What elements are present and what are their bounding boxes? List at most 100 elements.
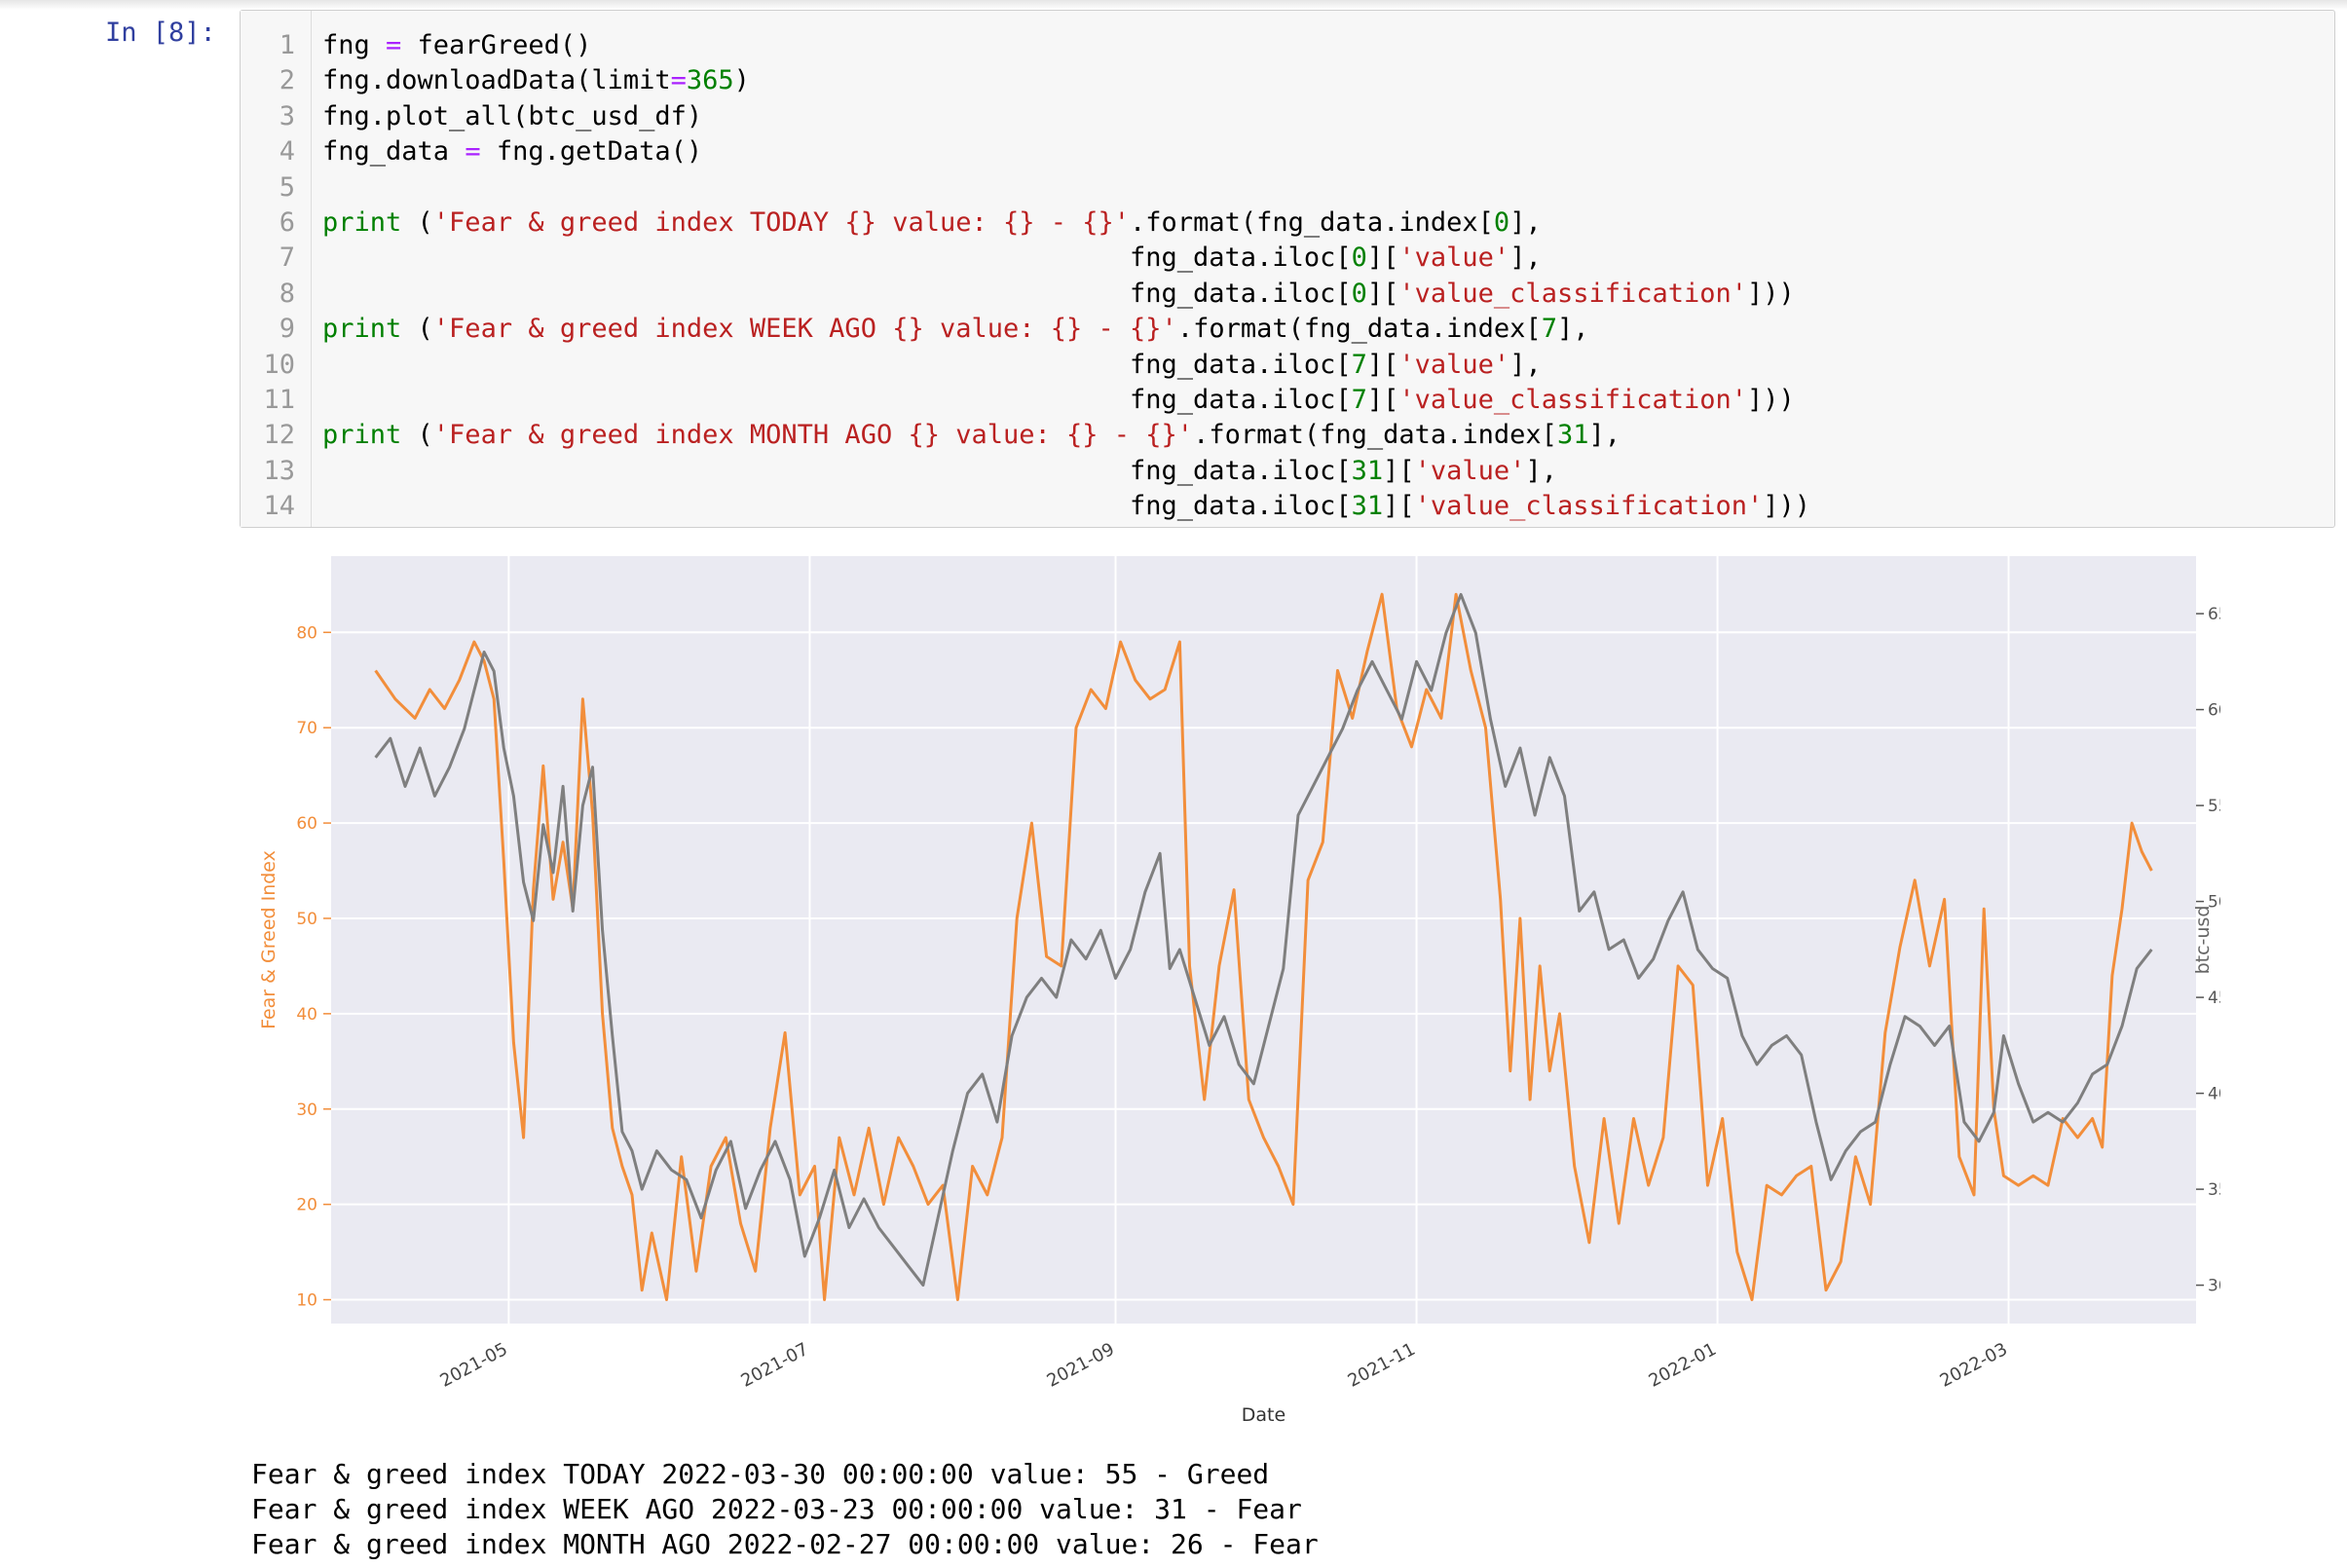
code-line[interactable]: fng_data.iloc[0]['value_classification']… — [322, 277, 1795, 312]
code-token: print — [322, 420, 402, 451]
code-token: 'value' — [1414, 455, 1526, 486]
x-tick-label: 2022-01 — [1646, 1339, 1720, 1392]
code-token: 31 — [1351, 491, 1384, 522]
y-axis-label-right: btc-usd — [2192, 906, 2214, 975]
code-line[interactable]: fng.plot_all(btc_usd_df) — [322, 99, 702, 134]
line-number: 8 — [279, 278, 295, 309]
y-tick-label-right: 60000 — [2208, 701, 2220, 721]
code-token: fng.downloadData(limit — [322, 65, 671, 96]
code-token: 7 — [1541, 314, 1557, 345]
code-token: 'Fear & greed index TODAY {} value: {} -… — [432, 207, 1131, 238]
code-token: 0 — [1493, 207, 1510, 238]
line-number: 12 — [263, 420, 295, 451]
code-token: print — [322, 314, 402, 345]
btc-usd-series-line — [374, 592, 2153, 1288]
line-number: 13 — [263, 455, 295, 486]
code-line[interactable]: fng_data.iloc[31]['value'], — [322, 454, 1557, 489]
cell-output: Fear & greed index TODAY 2022-03-30 00:0… — [251, 1457, 1319, 1562]
y-tick-label-right: 40000 — [2208, 1085, 2220, 1104]
y-tick-label-left: 60 — [296, 814, 317, 834]
code-token: ], — [1525, 455, 1557, 486]
x-tick-label: 2021-05 — [436, 1339, 510, 1392]
code-line[interactable]: fng_data.iloc[0]['value'], — [322, 241, 1542, 276]
fear-greed-vs-btc-chart: 2021-05 2021-07 2021-09 2021-11 2022-01 2022-… — [258, 556, 2220, 1426]
output-line: Fear & greed index MONTH AGO 2022-02-27 … — [251, 1528, 1319, 1560]
code-token: 'value_classification' — [1414, 491, 1764, 522]
code-token: ][ — [1366, 385, 1399, 415]
y-tick-label-left: 80 — [296, 623, 317, 643]
code-token: 365 — [686, 65, 734, 96]
code-line[interactable]: fng_data = fng.getData() — [322, 134, 702, 169]
line-number: 6 — [279, 207, 295, 238]
code-token: ][ — [1383, 491, 1415, 522]
code-token: ][ — [1383, 455, 1415, 486]
code-token: 'value' — [1398, 243, 1510, 274]
line-number: 11 — [263, 385, 295, 415]
code-line[interactable]: fng = fearGreed() — [322, 28, 591, 63]
code-token: fng_data.iloc[ — [322, 278, 1352, 309]
y-tick-label-right: 55000 — [2208, 797, 2220, 816]
y-tick-label-right: 50000 — [2208, 893, 2220, 913]
code-token: ])) — [1747, 278, 1795, 309]
line-number: 10 — [263, 349, 295, 380]
x-tick-label: 2021-09 — [1044, 1339, 1118, 1392]
code-token: = — [670, 65, 687, 96]
code-token: 31 — [1351, 455, 1384, 486]
code-token: 'value_classification' — [1398, 385, 1748, 415]
output-line: Fear & greed index TODAY 2022-03-30 00:0… — [251, 1458, 1270, 1490]
code-token: .format(fng_data.index[ — [1176, 314, 1542, 345]
code-token: fng — [322, 30, 387, 60]
line-number: 7 — [279, 243, 295, 274]
line-number: 9 — [279, 314, 295, 345]
code-line[interactable]: print ('Fear & greed index TODAY {} valu… — [322, 205, 1542, 241]
line-number: 4 — [279, 136, 295, 168]
line-number: 5 — [279, 171, 295, 203]
code-line[interactable]: print ('Fear & greed index WEEK AGO {} v… — [322, 312, 1588, 347]
y-tick-label-right: 65000 — [2208, 605, 2220, 624]
code-token: fng.getData() — [480, 136, 703, 168]
code-token: ])) — [1747, 385, 1795, 415]
y-tick-label-right: 35000 — [2208, 1180, 2220, 1200]
code-token: fng_data — [322, 136, 466, 168]
code-token: ][ — [1366, 349, 1399, 380]
line-number: 3 — [279, 100, 295, 131]
code-token: fng_data.iloc[ — [322, 349, 1352, 380]
code-token: 7 — [1351, 349, 1367, 380]
code-token: ( — [401, 207, 433, 238]
code-token: ], — [1588, 420, 1621, 451]
code-token: 0 — [1351, 243, 1367, 274]
input-prompt: In [8]: — [105, 18, 216, 48]
code-token: fng_data.iloc[ — [322, 455, 1352, 486]
x-tick-label: 2022-03 — [1937, 1339, 2011, 1392]
notebook-header-shadow — [0, 0, 2347, 10]
code-token: ( — [401, 420, 433, 451]
code-line[interactable]: fng_data.iloc[7]['value_classification']… — [322, 383, 1795, 418]
x-axis-label: Date — [1242, 1404, 1285, 1426]
code-token: ])) — [1763, 491, 1811, 522]
code-token: = — [465, 136, 481, 168]
code-line[interactable]: fng_data.iloc[7]['value'], — [322, 348, 1542, 383]
code-line[interactable]: fng_data.iloc[31]['value_classification'… — [322, 489, 1810, 524]
y-tick-label-left: 50 — [296, 910, 317, 929]
code-token: fearGreed() — [401, 30, 592, 60]
plot-area — [331, 556, 2196, 1324]
code-line[interactable]: print ('Fear & greed index MONTH AGO {} … — [322, 418, 1621, 453]
code-token: ( — [401, 314, 433, 345]
code-cell-editor[interactable]: 1 fng = fearGreed() 2 fng.downloadData(limi… — [240, 10, 2335, 528]
code-token: .format(fng_data.index[ — [1130, 207, 1494, 238]
code-token: 'value_classification' — [1398, 278, 1748, 309]
code-token: ][ — [1366, 278, 1399, 309]
code-token: ], — [1556, 314, 1589, 345]
code-token: ], — [1509, 243, 1542, 274]
line-number: 14 — [263, 491, 295, 522]
y-axis-label-left: Fear & Greed Index — [258, 850, 279, 1029]
y-tick-label-left: 70 — [296, 719, 317, 738]
code-line[interactable]: fng.downloadData(limit=365) — [322, 63, 750, 98]
y-tick-label-left: 10 — [296, 1291, 317, 1311]
code-token: print — [322, 207, 402, 238]
x-tick-label: 2021-11 — [1345, 1339, 1419, 1392]
code-token: ], — [1509, 207, 1542, 238]
y-tick-label-left: 30 — [296, 1101, 317, 1120]
code-token: 31 — [1556, 420, 1589, 451]
x-tick-label: 2021-07 — [737, 1339, 811, 1392]
